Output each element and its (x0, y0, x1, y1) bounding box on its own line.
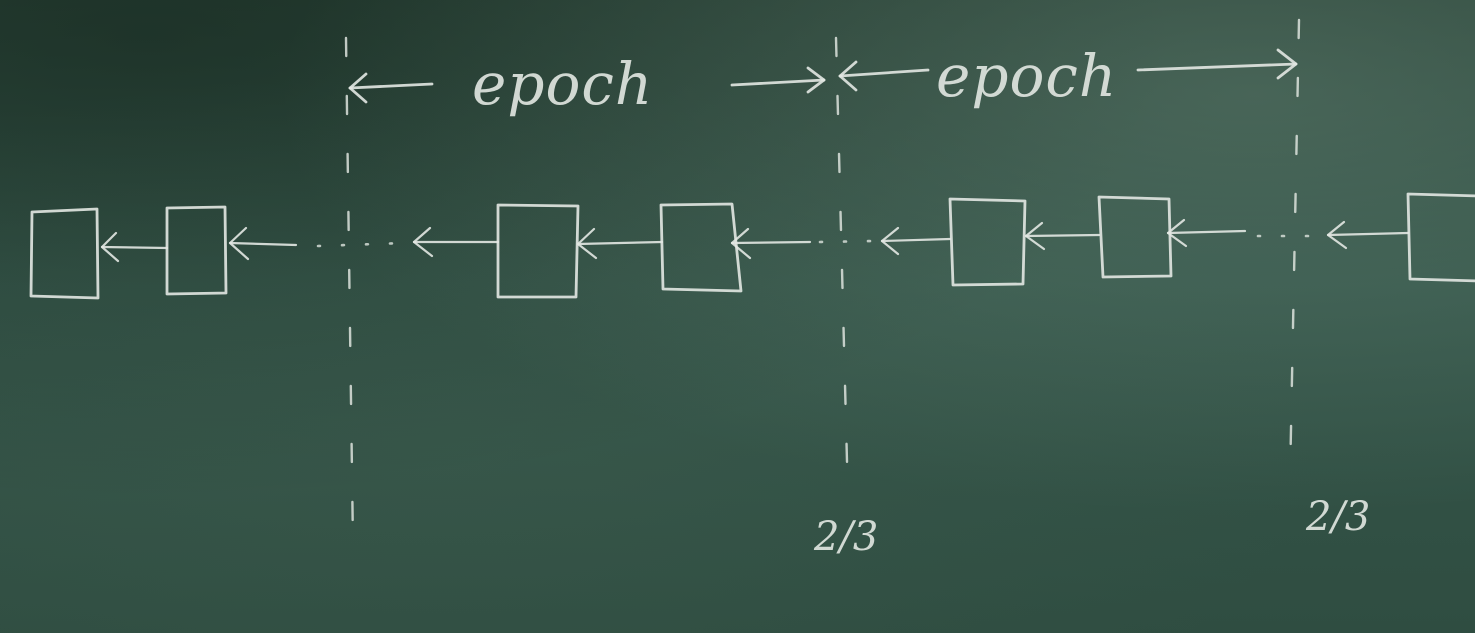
chain-continuation-dots (818, 239, 874, 244)
epoch-boundary-1 (344, 36, 355, 547)
epoch-label-1: epoch (472, 50, 653, 118)
link-arrow (1024, 221, 1101, 251)
block (496, 203, 580, 299)
epoch-boundary-2 (834, 36, 850, 502)
link-arrow (880, 226, 952, 256)
epoch-boundary-3 (1288, 18, 1301, 482)
block (1406, 192, 1475, 283)
block (29, 207, 100, 300)
link-arrow (1166, 218, 1247, 248)
threshold-label-2: 2/3 (1305, 494, 1370, 540)
link-arrow (100, 231, 169, 263)
chain-continuation-dots (316, 241, 406, 248)
block (659, 202, 743, 293)
epoch-label-2: epoch (936, 42, 1117, 110)
threshold-label-1: 2/3 (813, 514, 878, 560)
block (1097, 195, 1173, 279)
epoch-span-arrow-2 (838, 48, 1298, 92)
block (165, 205, 228, 296)
link-arrow (228, 226, 298, 261)
link-arrow (412, 226, 500, 258)
epoch-span-arrow-1 (348, 66, 826, 104)
block (948, 197, 1027, 287)
link-arrow (1326, 220, 1410, 250)
link-arrow (576, 227, 664, 260)
link-arrow (730, 227, 812, 260)
